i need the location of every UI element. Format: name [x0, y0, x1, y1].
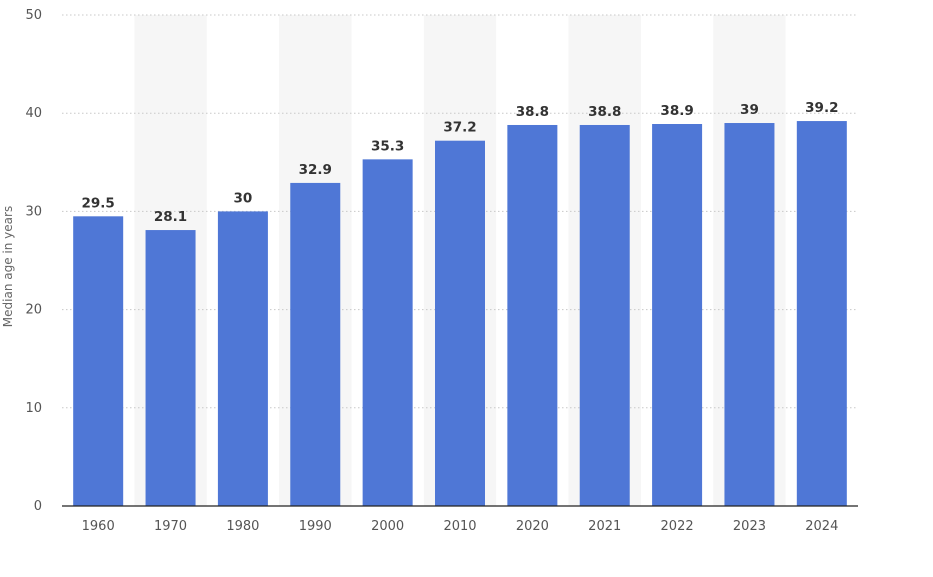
data-labels: 29.5 28.1 30 32.9 35.3 37.2 38.8 38.8 38.9 39 39.2	[82, 100, 839, 225]
y-tick-40: 40	[25, 106, 42, 121]
bar-2022[interactable]	[652, 124, 703, 506]
x-tick-1990: 1990	[299, 519, 332, 534]
y-axis-ticks: 0 10 20 30 40 50	[25, 8, 42, 514]
x-tick-2020: 2020	[516, 519, 549, 534]
bar-1980[interactable]	[217, 211, 268, 506]
bar-2023[interactable]	[724, 123, 775, 507]
bar-1960[interactable]	[73, 216, 124, 506]
data-label-2023: 39	[740, 102, 759, 118]
data-label-1980: 30	[234, 190, 253, 206]
bar-1970[interactable]	[145, 230, 196, 507]
data-label-1990: 32.9	[299, 162, 332, 178]
bar-2024[interactable]	[796, 121, 847, 506]
data-label-2010: 37.2	[443, 120, 476, 136]
bars	[73, 121, 847, 507]
x-tick-2023: 2023	[733, 519, 766, 534]
bar-1990[interactable]	[290, 182, 341, 506]
x-tick-2010: 2010	[443, 519, 476, 534]
data-label-2021: 38.8	[588, 104, 621, 120]
data-label-2024: 39.2	[805, 100, 838, 116]
x-axis-ticks: 1960 1970 1980 1990 2000 2010 2020 2021 2022 2023…	[82, 519, 839, 534]
bar-2020[interactable]	[507, 124, 558, 506]
bar-2010[interactable]	[435, 140, 485, 507]
data-label-1970: 28.1	[154, 209, 187, 225]
y-tick-20: 20	[25, 303, 42, 318]
x-tick-2000: 2000	[371, 519, 404, 534]
data-label-1960: 29.5	[82, 195, 115, 211]
y-tick-50: 50	[25, 8, 42, 23]
x-tick-1960: 1960	[82, 519, 115, 534]
y-tick-10: 10	[25, 401, 42, 416]
data-label-2022: 38.9	[660, 103, 693, 119]
x-tick-1980: 1980	[226, 519, 259, 534]
x-tick-2024: 2024	[805, 519, 838, 534]
x-tick-2022: 2022	[661, 519, 694, 534]
x-tick-1970: 1970	[154, 519, 187, 534]
y-tick-30: 30	[25, 204, 42, 219]
bar-2000[interactable]	[362, 159, 413, 506]
y-axis-label: Median age in years	[1, 206, 15, 327]
bar-2021[interactable]	[579, 124, 630, 506]
y-tick-0: 0	[34, 499, 42, 514]
x-tick-2021: 2021	[588, 519, 621, 534]
data-label-2020: 38.8	[516, 104, 549, 120]
data-label-2000: 35.3	[371, 138, 404, 154]
